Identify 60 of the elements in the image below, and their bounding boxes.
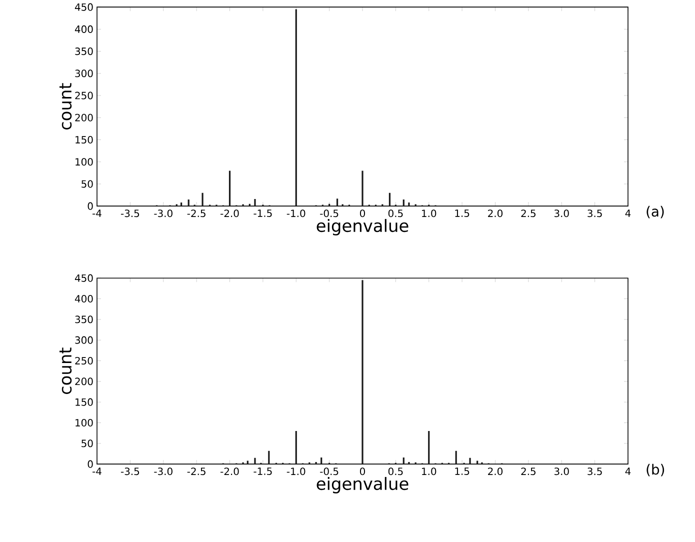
x-tick-label: 1.0 — [422, 210, 436, 218]
y-tick-label: 50 — [82, 180, 93, 188]
y-tick-label: 50 — [82, 440, 93, 448]
y-tick-label: 300 — [75, 70, 93, 78]
y-axis-title: count — [60, 348, 72, 394]
y-tick-label: 150 — [76, 398, 93, 406]
x-tick-label: 2.0 — [488, 468, 503, 476]
x-tick-label: 1.5 — [455, 468, 470, 475]
x-axis-title: eigenvalue — [316, 218, 408, 236]
x-tick-label: 2.0 — [488, 210, 503, 218]
x-tick-label: -3.0 — [154, 468, 172, 476]
x-tick-label: 0.5 — [388, 210, 403, 218]
x-tick-label: 3.5 — [588, 468, 602, 476]
y-tick-label: 0 — [88, 460, 93, 468]
x-tick-label: 4 — [625, 210, 631, 217]
y-tick-label: 100 — [76, 418, 93, 426]
y-tick-label: 450 — [74, 274, 93, 282]
x-tick-label: 3.0 — [554, 468, 569, 476]
x-tick-label: 3.0 — [554, 210, 569, 218]
x-tick-label: -1.0 — [286, 210, 306, 218]
x-tick-label: 1.5 — [455, 210, 470, 217]
x-tick-label: 0 — [360, 468, 366, 476]
x-tick-label: -1.0 — [286, 468, 306, 476]
y-tick-label: 0 — [88, 202, 93, 210]
x-tick-label: 0.5 — [388, 468, 403, 476]
y-tick-label: 200 — [75, 114, 93, 122]
x-tick-label: -2.5 — [187, 468, 206, 476]
x-tick-label: -3.5 — [120, 468, 140, 476]
x-tick-label: -2.0 — [220, 468, 239, 476]
x-tick-label: -2.5 — [187, 210, 206, 218]
y-tick-label: 300 — [75, 336, 93, 344]
y-axis-title: count — [60, 83, 72, 130]
x-tick-label: 1.0 — [422, 468, 436, 476]
y-tick-label: 250 — [75, 356, 93, 364]
y-tick-label: 450 — [74, 3, 93, 11]
x-tick-label: -3.0 — [154, 210, 172, 218]
y-tick-label: 350 — [75, 47, 93, 56]
y-tick-label: 250 — [75, 92, 93, 100]
y-tick-label: 400 — [74, 294, 93, 302]
x-tick-label: -1.5 — [254, 468, 272, 475]
y-tick-label: 350 — [75, 316, 93, 324]
y-tick-label: 100 — [76, 158, 93, 166]
x-axis-title: eigenvalue — [316, 476, 408, 494]
x-tick-label: -4 — [92, 210, 102, 217]
text: (a) — [646, 206, 664, 218]
y-tick-label: 400 — [74, 25, 93, 33]
y-tick-label: 150 — [76, 136, 93, 144]
x-tick-label: 3.5 — [588, 210, 602, 218]
text: (b) — [646, 464, 664, 476]
y-tick-label: 200 — [75, 378, 93, 386]
x-tick-label: -0.5 — [320, 468, 338, 476]
x-tick-label: 2.5 — [521, 468, 536, 476]
x-tick-label: -3.5 — [120, 210, 140, 218]
x-tick-label: -1.5 — [254, 210, 272, 217]
x-tick-label: -0.5 — [320, 210, 338, 218]
x-tick-label: 4 — [625, 468, 631, 475]
x-tick-label: -2.0 — [220, 210, 239, 218]
x-tick-label: -4 — [92, 468, 102, 475]
x-tick-label: 2.5 — [521, 210, 536, 218]
x-tick-label: 0 — [360, 210, 366, 218]
